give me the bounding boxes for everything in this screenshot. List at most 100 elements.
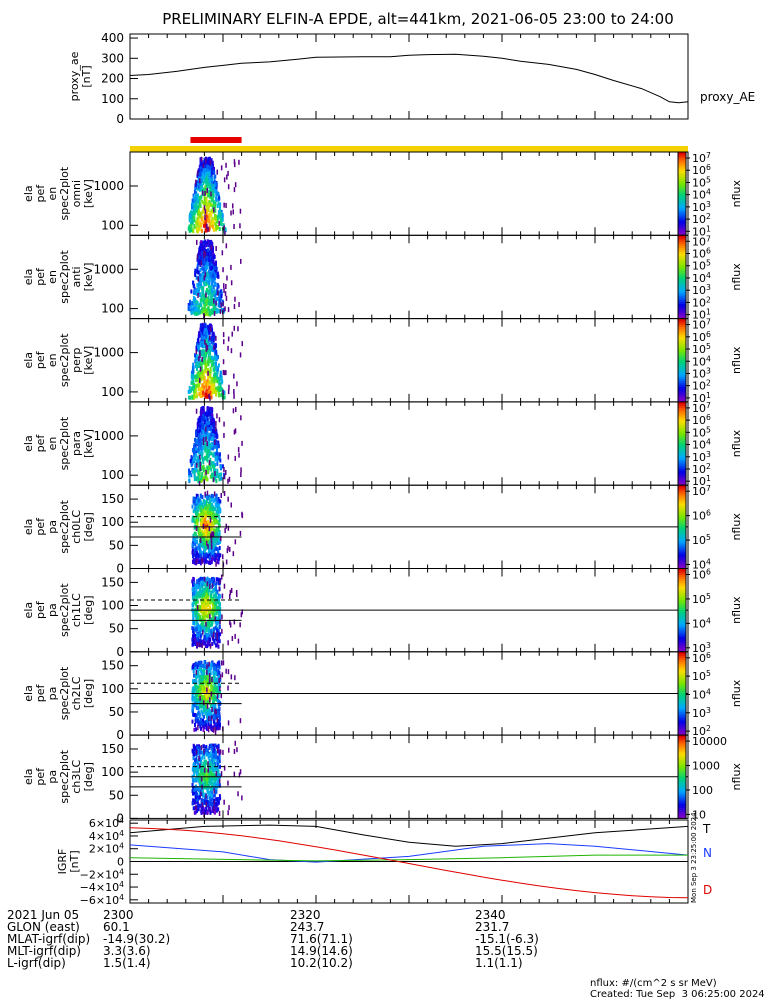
spectrogram-cell [223, 359, 225, 364]
spectrogram-cell [207, 581, 209, 586]
spectrogram-cell [209, 606, 211, 610]
spectrogram-cell [230, 623, 232, 628]
spectrogram-cell [210, 629, 212, 633]
spectrogram-cell [205, 159, 207, 164]
spectrogram-cell [204, 518, 206, 522]
spectrogram-cell [197, 289, 199, 293]
spectrogram-cell [210, 187, 212, 191]
spectrogram-cell [210, 682, 212, 686]
spectrogram-cell [196, 714, 198, 718]
spectrogram-cell [211, 443, 213, 447]
spectrogram-cell [203, 700, 205, 705]
spectrogram-cell [218, 510, 220, 514]
spectrogram-cell [214, 507, 216, 511]
spectrogram-cell [236, 381, 238, 386]
spectrogram-cell [200, 507, 202, 511]
panel-ytick-label: 50 [109, 705, 124, 719]
spectrogram-cell [235, 407, 237, 412]
colorbar-tick-label: 104 [692, 616, 711, 630]
spectrogram-cell [218, 606, 220, 610]
spectrogram-cell [200, 243, 202, 247]
spectrogram-cell [209, 673, 211, 678]
spectrogram-cell [218, 499, 220, 503]
spectrogram-cell [194, 689, 196, 693]
spectrogram-cell [192, 627, 194, 631]
proxy-ae-line [130, 54, 688, 103]
spectrogram-cell [200, 367, 202, 372]
spectrogram-cell [206, 339, 208, 343]
spectrogram-cell [191, 381, 193, 385]
spectrogram-cell [215, 426, 217, 431]
spectrogram-cell [200, 512, 202, 516]
spectrogram-cell [208, 354, 210, 358]
spectrogram-cell [218, 662, 220, 666]
spectrogram-cell [201, 218, 203, 222]
spectrogram-cell [207, 450, 209, 454]
spectrogram-cell [212, 584, 214, 589]
spectrogram-cell [213, 384, 215, 388]
spectrogram-cell [193, 385, 195, 389]
spectrogram-cell [206, 541, 208, 546]
spectrogram-cell [211, 407, 213, 411]
spectrogram-cell [192, 612, 194, 616]
spectrogram-cell [205, 470, 207, 475]
spectrogram-cell [214, 189, 216, 193]
spectrogram-cell [207, 407, 209, 411]
spectrogram-cell [215, 421, 217, 426]
spectrogram-cell [201, 289, 203, 293]
colorbar-tick-label: 107 [692, 484, 711, 498]
spectrogram-cell [212, 609, 214, 613]
spectrogram-cell [202, 505, 204, 509]
spectrogram-cell [200, 661, 202, 665]
spectrogram-cell [200, 363, 202, 367]
spectrogram-cell [207, 577, 209, 581]
spectrogram-cell [214, 262, 216, 266]
spectrogram-cell [225, 284, 227, 289]
spectrogram-cell [234, 326, 236, 331]
spectrogram-cell [206, 413, 208, 417]
spectrogram-cell [212, 418, 214, 422]
spectrogram-cell [223, 225, 225, 230]
spectrogram-cell [198, 633, 200, 637]
spectrogram-cell [197, 584, 199, 588]
colorbar-label: nflux [730, 596, 743, 624]
spectrogram-cell [211, 541, 213, 546]
spectrogram-cell [207, 421, 209, 425]
spectrogram-cell [201, 722, 203, 726]
spectrogram-cell [207, 371, 209, 376]
spectrogram-cell [238, 453, 240, 458]
spectrogram-cell [213, 545, 215, 549]
spectrogram-cell [192, 543, 194, 547]
spectrogram-cell [201, 643, 203, 648]
spectrogram-cell [190, 224, 192, 228]
spectrogram-cell [188, 307, 190, 311]
spectrogram-cell [191, 376, 193, 380]
spectrogram-cell [203, 331, 205, 335]
spectrogram-cell [199, 178, 201, 183]
proxy-ae-frame [130, 34, 688, 119]
spectrogram-cell [202, 430, 204, 434]
spectrogram-cell [219, 594, 221, 598]
spectrogram-cell [219, 417, 221, 422]
spectrogram-cell [201, 344, 203, 348]
colorbar-label: nflux [730, 429, 743, 457]
spectrogram-cell [194, 289, 196, 293]
science-zone-bars [130, 137, 688, 152]
spectrogram-cell [199, 173, 201, 177]
spectrogram-cell [192, 577, 194, 581]
spectrogram-cell [197, 345, 199, 349]
spectrogram-cell [204, 606, 206, 610]
spectrogram-cell [209, 215, 211, 219]
spectrogram-cell [224, 528, 226, 533]
spectrogram-cell [215, 336, 217, 341]
colorbar-tick-label: 105 [692, 669, 711, 683]
spectrogram-cell [195, 180, 197, 185]
spectrogram-cell [206, 628, 208, 632]
spectrogram-cell [204, 276, 206, 281]
spectrogram-cell [207, 441, 209, 446]
spectrogram-cell [239, 622, 241, 627]
spectrogram-cell [206, 644, 208, 648]
spectrogram-cell [207, 279, 209, 283]
spectrogram-cell [189, 300, 191, 304]
spectrogram-cell [219, 297, 221, 301]
